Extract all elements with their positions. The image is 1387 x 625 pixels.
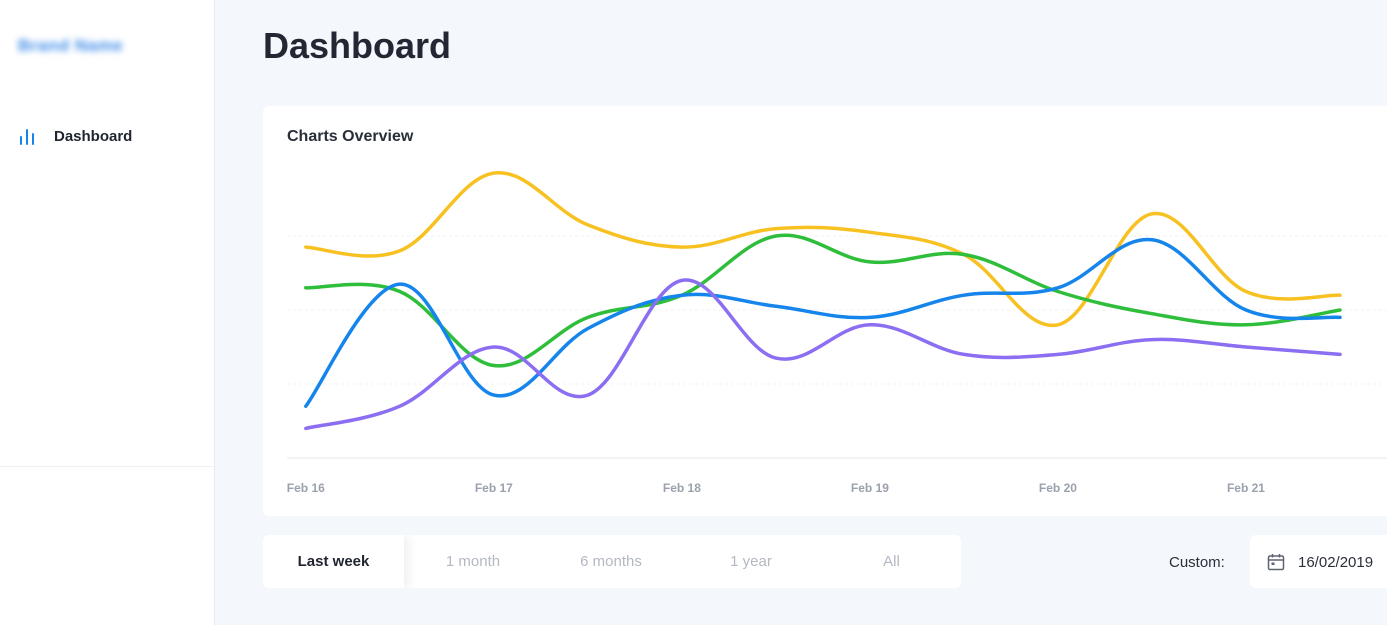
chart-card-title: Charts Overview: [287, 128, 414, 145]
chart-series-line-3[interactable]: [304, 237, 1342, 408]
start-date-value: 16/02/2019: [1298, 554, 1374, 571]
chart-card: Charts Overview Feb 16 Feb 17 Feb 18 Feb 19…: [263, 106, 1387, 516]
brand-logo[interactable]: Brand Name: [18, 36, 124, 55]
sidebar-item-label: Dashboard: [54, 128, 133, 145]
x-axis-tick-label: Feb 18: [663, 481, 701, 495]
bar-chart-icon: [20, 129, 34, 145]
chart-gridlines: [287, 235, 1387, 459]
chart-series-line-2[interactable]: [304, 233, 1342, 368]
chart-series-line-4[interactable]: [304, 278, 1342, 431]
range-option-6-months[interactable]: 6 months: [580, 553, 642, 570]
sidebar: Brand Name Dashboard: [0, 0, 215, 625]
chart-series-line-1[interactable]: [304, 171, 1342, 328]
x-axis-tick-label: Feb 20: [1039, 481, 1077, 495]
range-option-last-week[interactable]: Last week: [263, 535, 404, 588]
sidebar-item-dashboard[interactable]: Dashboard: [0, 120, 214, 154]
range-option-all[interactable]: All: [883, 553, 900, 570]
date-range-selector: Last week 1 month 6 months 1 year All: [263, 535, 961, 588]
calendar-icon: [1267, 554, 1285, 571]
page-title: Dashboard: [263, 25, 452, 66]
range-option-1-month[interactable]: 1 month: [445, 553, 501, 570]
start-date-picker[interactable]: 16/02/2019: [1250, 535, 1387, 588]
x-axis-tick-label: Feb 16: [287, 481, 325, 495]
x-axis-tick-label: Feb 17: [475, 481, 513, 495]
sidebar-divider: [0, 466, 214, 467]
x-axis-tick-label: Feb 21: [1227, 481, 1265, 495]
line-chart: Feb 16 Feb 17 Feb 18 Feb 19 Feb 20 Feb 21: [287, 171, 1387, 495]
chart-series-group: [304, 171, 1342, 431]
chart-x-axis-labels: Feb 16 Feb 17 Feb 18 Feb 19 Feb 20 Feb 21: [287, 481, 1266, 495]
custom-range-label: Custom:: [1169, 554, 1225, 571]
range-option-1-year[interactable]: 1 year: [730, 553, 772, 570]
x-axis-tick-label: Feb 19: [851, 481, 889, 495]
